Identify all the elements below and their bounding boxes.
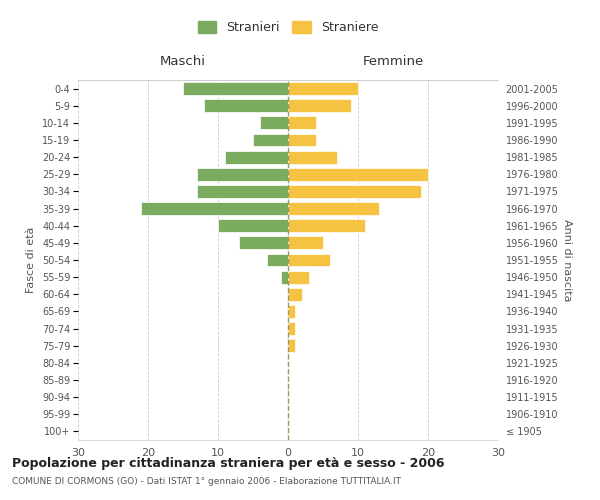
Bar <box>267 254 288 266</box>
Bar <box>288 340 295 352</box>
Bar <box>288 254 330 266</box>
Bar <box>288 100 351 112</box>
Bar <box>288 82 358 95</box>
Text: Maschi: Maschi <box>160 55 206 68</box>
Bar <box>218 220 288 232</box>
Text: Popolazione per cittadinanza straniera per età e sesso - 2006: Popolazione per cittadinanza straniera p… <box>12 458 445 470</box>
Bar <box>288 270 309 283</box>
Bar <box>197 168 288 180</box>
Bar <box>183 82 288 95</box>
Text: Femmine: Femmine <box>362 55 424 68</box>
Bar <box>288 168 428 180</box>
Bar <box>288 185 421 198</box>
Bar <box>141 202 288 215</box>
Y-axis label: Anni di nascita: Anni di nascita <box>562 219 572 301</box>
Bar <box>239 236 288 250</box>
Y-axis label: Fasce di età: Fasce di età <box>26 227 37 293</box>
Bar <box>197 185 288 198</box>
Text: COMUNE DI CORMONS (GO) - Dati ISTAT 1° gennaio 2006 - Elaborazione TUTTITALIA.IT: COMUNE DI CORMONS (GO) - Dati ISTAT 1° g… <box>12 478 401 486</box>
Bar <box>288 202 379 215</box>
Bar <box>288 116 316 130</box>
Legend: Stranieri, Straniere: Stranieri, Straniere <box>193 16 383 40</box>
Bar <box>288 150 337 164</box>
Bar <box>288 322 295 335</box>
Bar <box>281 270 288 283</box>
Bar <box>260 116 288 130</box>
Bar <box>288 236 323 250</box>
Bar <box>288 288 302 300</box>
Bar <box>225 150 288 164</box>
Bar <box>288 220 365 232</box>
Bar <box>253 134 288 146</box>
Bar <box>288 134 316 146</box>
Bar <box>288 305 295 318</box>
Bar <box>204 100 288 112</box>
